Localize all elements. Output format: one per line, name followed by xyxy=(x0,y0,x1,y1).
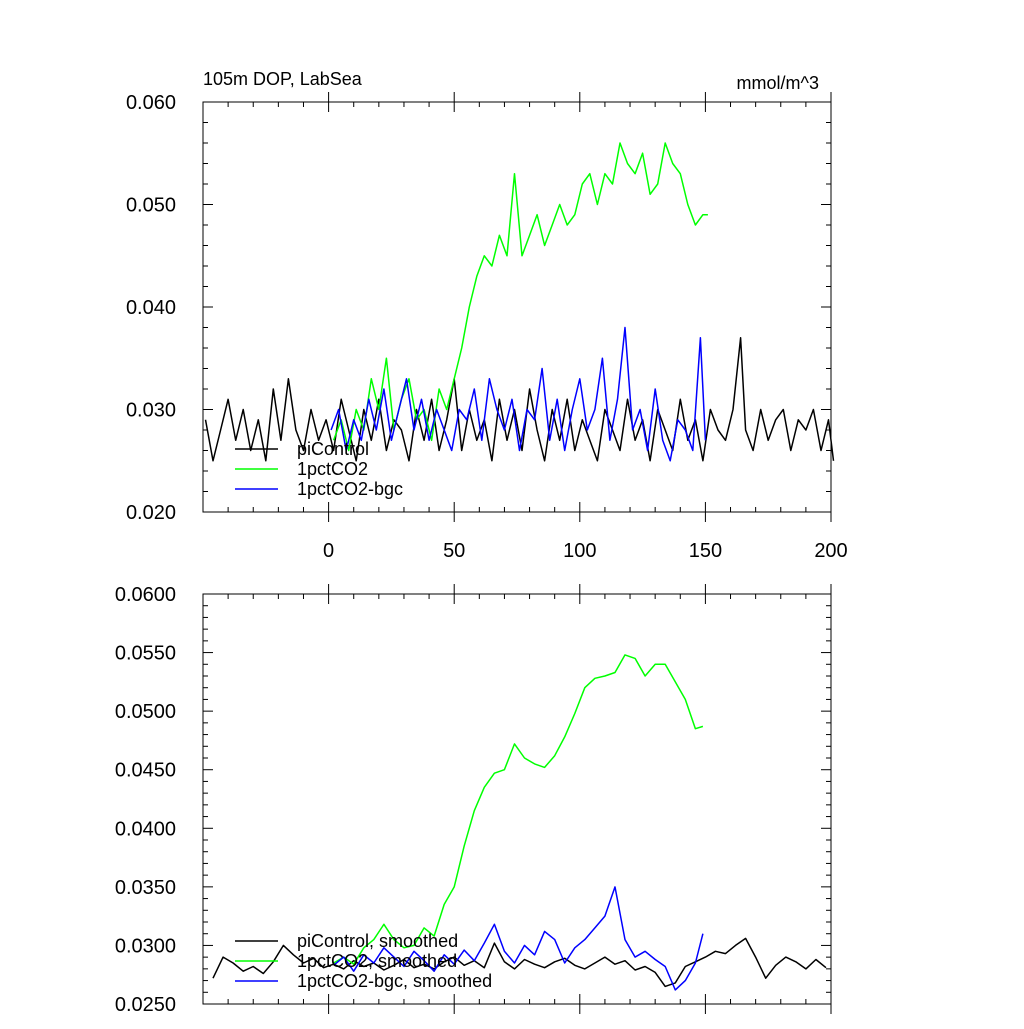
legend-label-1: piControl, smoothed xyxy=(297,931,458,951)
x-tick-label: 0 xyxy=(323,540,334,562)
series-line-2 xyxy=(332,142,708,452)
y-tick-label: 0.0500 xyxy=(115,701,176,723)
chart-panel-1: 0 50 100 150 200 0.020 0.030 0.040 0.050 0.060 piC… xyxy=(126,69,848,562)
y-tick-label: 0.0400 xyxy=(115,818,176,840)
y-tick-label: 0.030 xyxy=(126,400,176,422)
series-line-2 xyxy=(333,654,704,965)
x-tick-label: 100 xyxy=(563,540,596,562)
y-tick-label: 0.0300 xyxy=(115,935,176,957)
y-tick-label: 0.040 xyxy=(126,297,176,319)
y-tick-label: 0.020 xyxy=(126,502,176,524)
x-tick-label: 200 xyxy=(814,540,847,562)
y-tick-label: 0.0600 xyxy=(115,584,176,606)
legend-label-3: 1pctCO2-bgc xyxy=(297,479,403,499)
y-tick-label: 0.050 xyxy=(126,195,176,217)
x-tick-label: 150 xyxy=(689,540,722,562)
y-tick-label: 0.0450 xyxy=(115,760,176,782)
y-tick-label: 0.060 xyxy=(126,92,176,114)
y-tick-label: 0.0550 xyxy=(115,643,176,665)
chart-panel-2: 0.0250 0.0300 0.0350 0.0400 0.0450 0.0500 0.05… xyxy=(115,584,832,1016)
chart-title: 105m DOP, LabSea xyxy=(203,69,363,89)
legend-label-1: piControl xyxy=(297,439,369,459)
y-tick-label: 0.0350 xyxy=(115,877,176,899)
series-line-1 xyxy=(204,337,835,462)
x-tick-label: 50 xyxy=(443,540,465,562)
legend-label-2: 1pctCO2, smoothed xyxy=(297,951,457,971)
series-line-1 xyxy=(212,937,827,988)
series-line-3 xyxy=(333,886,704,991)
y-tick-label: 0.0250 xyxy=(115,994,176,1016)
chart-units: mmol/m^3 xyxy=(737,73,819,93)
plot-frame xyxy=(202,593,832,1005)
legend-label-2: 1pctCO2 xyxy=(297,459,368,479)
series-line-3 xyxy=(330,326,707,462)
legend-label-3: 1pctCO2-bgc, smoothed xyxy=(297,971,492,991)
